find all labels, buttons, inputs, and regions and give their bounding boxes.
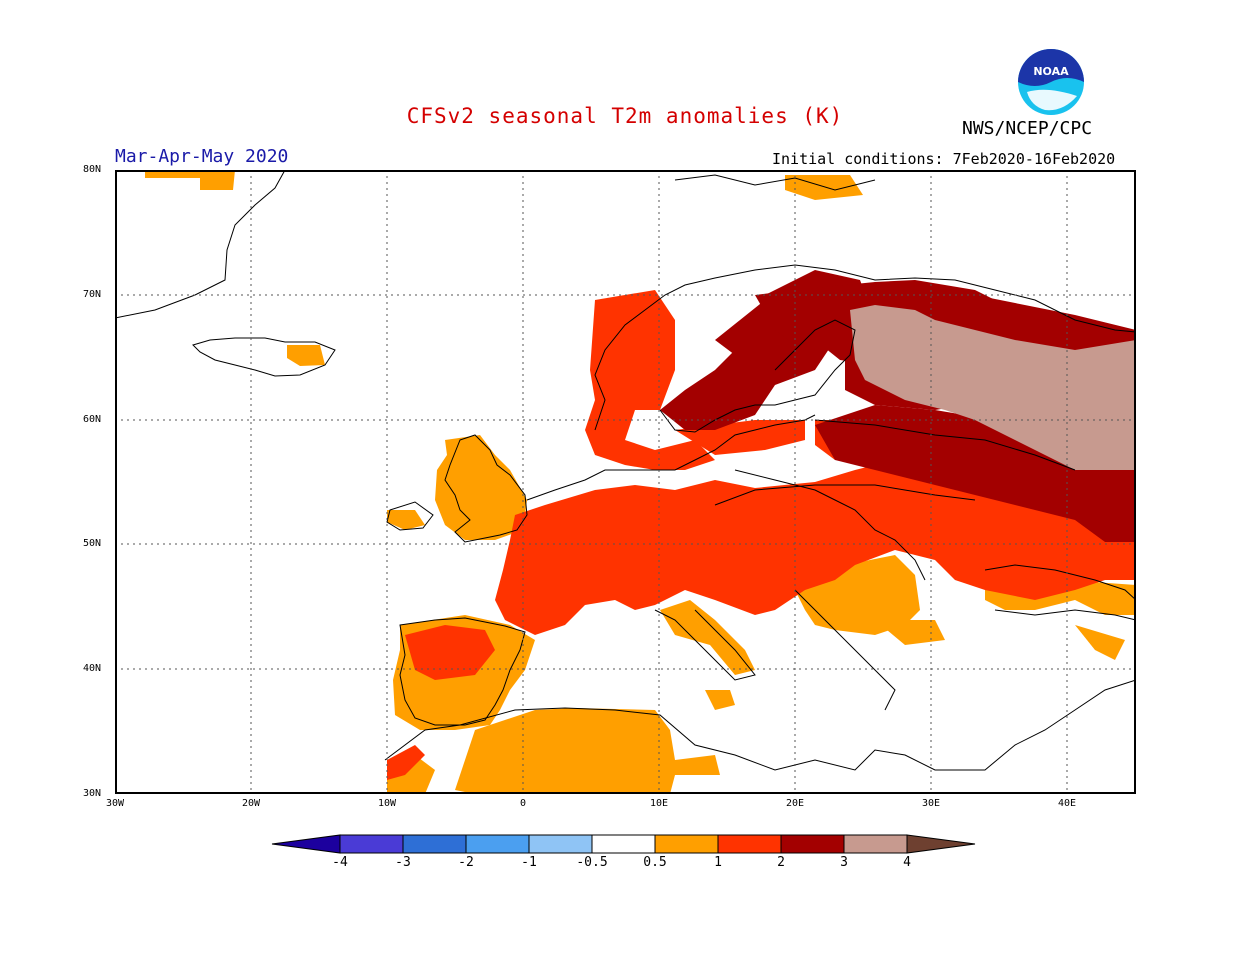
- map-title: CFSv2 seasonal T2m anomalies (K): [406, 104, 844, 128]
- lat-label-60n: 60N: [83, 414, 102, 425]
- lat-label-80n: 80N: [83, 164, 102, 175]
- forecast-period: Mar-Apr-May 2020: [115, 146, 289, 167]
- lon-label-40e: 40E: [1057, 798, 1077, 809]
- scale-cell: [591, 834, 656, 854]
- lat-label-30n: 30N: [83, 788, 102, 799]
- lon-label-30w: 30W: [105, 798, 125, 809]
- scale-cell: [780, 834, 845, 854]
- lat-label-70n: 70N: [83, 289, 102, 300]
- scale-label-minus4: -4: [332, 855, 348, 870]
- scale-label-minus0-5: -0.5: [576, 855, 608, 870]
- scale-label-4: 4: [903, 855, 911, 870]
- scale-cell: [465, 834, 530, 854]
- map-frame: [115, 170, 1136, 794]
- svg-text:NOAA: NOAA: [1033, 65, 1069, 78]
- lat-label-50n: 50N: [83, 538, 102, 549]
- lon-label-10w: 10W: [377, 798, 397, 809]
- anomaly-1-2: [387, 290, 1136, 780]
- anomaly-3-4: [850, 305, 1136, 470]
- scale-arrow-low: [271, 834, 341, 854]
- scale-arrow-high: [906, 834, 976, 854]
- scale-label-1: 1: [714, 855, 722, 870]
- scale-cell: [717, 834, 782, 854]
- anomaly-map: [115, 170, 1136, 794]
- lon-label-20e: 20E: [785, 798, 805, 809]
- color-scale-bar: [271, 834, 976, 854]
- scale-label-minus3: -3: [395, 855, 411, 870]
- scale-label-3: 3: [840, 855, 848, 870]
- scale-label-minus1: -1: [521, 855, 537, 870]
- scale-cell: [654, 834, 719, 854]
- scale-label-0-5: 0.5: [643, 855, 667, 870]
- lon-label-20w: 20W: [241, 798, 261, 809]
- scale-label-2: 2: [777, 855, 785, 870]
- scale-cell: [528, 834, 593, 854]
- scale-cell: [402, 834, 467, 854]
- agency-label: NWS/NCEP/CPC: [962, 118, 1093, 139]
- scale-label-minus2: -2: [458, 855, 474, 870]
- anomaly-fields: [145, 170, 1136, 794]
- scale-cell: [843, 834, 908, 854]
- noaa-logo: NOAA: [1018, 49, 1084, 115]
- scale-cell: [339, 834, 404, 854]
- lat-label-40n: 40N: [83, 663, 102, 674]
- initial-conditions: Initial conditions: 7Feb2020-16Feb2020: [772, 150, 1116, 168]
- color-scale-cells: [271, 834, 976, 854]
- lon-label-10e: 10E: [649, 798, 669, 809]
- graticule: [115, 170, 1136, 794]
- lon-label-0: 0: [519, 798, 527, 809]
- coastlines: [115, 170, 1136, 771]
- lon-label-30e: 30E: [921, 798, 941, 809]
